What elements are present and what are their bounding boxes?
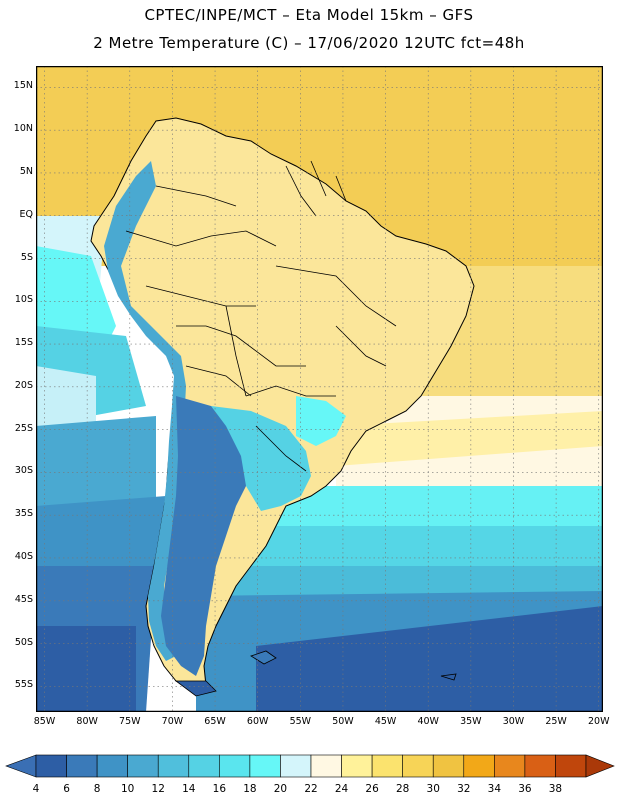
colorbar-tick-label: 14 (182, 783, 196, 795)
colorbar-swatch (402, 754, 434, 778)
colorbar-swatch (127, 754, 159, 778)
lat-tick-label: 10S (14, 294, 33, 306)
temperature-map (36, 66, 603, 712)
tierra-del-fuego (174, 680, 217, 697)
lat-tick-label: 15N (13, 80, 33, 92)
ocean-band-pacific-blue (36, 416, 156, 516)
temperature-colorbar (0, 745, 618, 800)
colorbar-swatch (157, 754, 190, 778)
ocean-band-cool-east (276, 486, 603, 536)
south-georgia (440, 673, 457, 681)
lon-tick-label: 35W (460, 716, 482, 727)
lon-tick-label: 65W (204, 716, 226, 727)
lat-tick-label: 10N (13, 123, 33, 135)
colorbar-swatch (188, 754, 220, 778)
colorbar-tick-label: 24 (334, 783, 349, 795)
andes-cold-strip (104, 161, 186, 661)
pampas-cool (211, 406, 311, 511)
colorbar-tick-label: 38 (548, 783, 563, 795)
lat-tick-label: 55S (14, 679, 33, 691)
lat-tick-label: 40S (14, 550, 33, 562)
ocean-band-pacific-deep (36, 496, 166, 576)
colorbar-canvas (5, 754, 615, 778)
patagonia-cold (161, 396, 256, 676)
colorbar-swatch (310, 754, 342, 778)
lon-tick-label: 75W (119, 716, 141, 727)
lat-tick-label: EQ (19, 208, 33, 220)
colorbar-tick-label: 32 (457, 783, 471, 795)
colorbar-tick-label: 26 (365, 783, 379, 795)
lon-tick-label: 30W (502, 716, 525, 727)
chart-subtitle: 2 Metre Temperature (C) – 17/06/2020 12U… (93, 34, 525, 52)
colorbar-tick-label: 20 (273, 783, 288, 795)
colorbar-swatch (371, 754, 403, 778)
colorbar-swatch (35, 754, 67, 778)
lon-tick-label: 55W (289, 716, 312, 727)
lon-tick-label: 50W (332, 716, 354, 727)
colorbar-swatch (249, 754, 281, 778)
lon-tick-label: 85W (33, 716, 56, 727)
colorbar-swatch (463, 754, 495, 778)
lon-tick-label: 70W (161, 716, 184, 727)
colorbar-tick-label: 28 (395, 783, 410, 795)
colorbar-swatch (66, 754, 98, 778)
colorbar-swatch (432, 754, 465, 778)
colorbar-tick-label: 10 (120, 783, 135, 795)
graticule-grid (36, 66, 603, 712)
colorbar-tick-label: 6 (63, 783, 70, 795)
colorbar-tick-label: 4 (32, 783, 40, 795)
colorbar-max-arrow (585, 754, 615, 778)
colorbar-tick-label: 30 (426, 783, 440, 795)
lon-tick-label: 80W (76, 716, 98, 727)
colorbar-swatch (524, 754, 556, 778)
country-borders (125, 160, 397, 472)
lat-tick-label: 30S (14, 465, 33, 477)
colorbar-tick-label: 12 (151, 783, 165, 795)
colorbar-swatch (555, 754, 587, 778)
ocean-band-pale-east (336, 411, 603, 466)
lat-tick-label: 15S (14, 337, 33, 349)
lat-tick-label: 25S (14, 422, 33, 434)
colorbar-swatch (280, 754, 312, 778)
colorbar-swatch (219, 754, 251, 778)
colorbar-swatch (96, 754, 128, 778)
lat-tick-label: 35S (14, 508, 33, 520)
lon-tick-label: 25W (545, 716, 567, 727)
falkland-islands (250, 650, 277, 665)
ocean-band-mid-east (236, 526, 603, 576)
chart-title: CPTEC/INPE/MCT – Eta Model 15km – GFS (144, 6, 474, 24)
lon-tick-label: 40W (417, 716, 439, 727)
lon-tick-label: 45W (374, 716, 397, 727)
lon-tick-label: 20W (587, 716, 610, 727)
lat-tick-label: 50S (14, 636, 33, 648)
lat-tick-label: 5N (19, 165, 33, 177)
lat-tick-label: 20S (14, 379, 33, 391)
colorbar-swatch (494, 754, 526, 778)
map-canvas (36, 66, 603, 712)
colorbar-tick-label: 18 (243, 783, 257, 795)
map-border (36, 66, 603, 712)
colorbar-tick-label: 22 (304, 783, 318, 795)
ocean-band-coldest-east (256, 606, 603, 712)
lat-tick-label: 45S (14, 593, 33, 605)
colorbar-tick-label: 36 (518, 783, 532, 795)
lon-tick-label: 60W (246, 716, 269, 727)
colorbar-tick-label: 16 (212, 783, 227, 795)
south-brazil-cool (296, 396, 346, 446)
colorbar-swatch (341, 754, 373, 778)
colorbar-min-arrow (5, 754, 37, 778)
ocean-band-pacific-coldest (36, 626, 136, 712)
colorbar-tick-label: 8 (93, 783, 101, 795)
colorbar-tick-label: 34 (487, 783, 502, 795)
lat-tick-label: 5S (20, 251, 33, 263)
